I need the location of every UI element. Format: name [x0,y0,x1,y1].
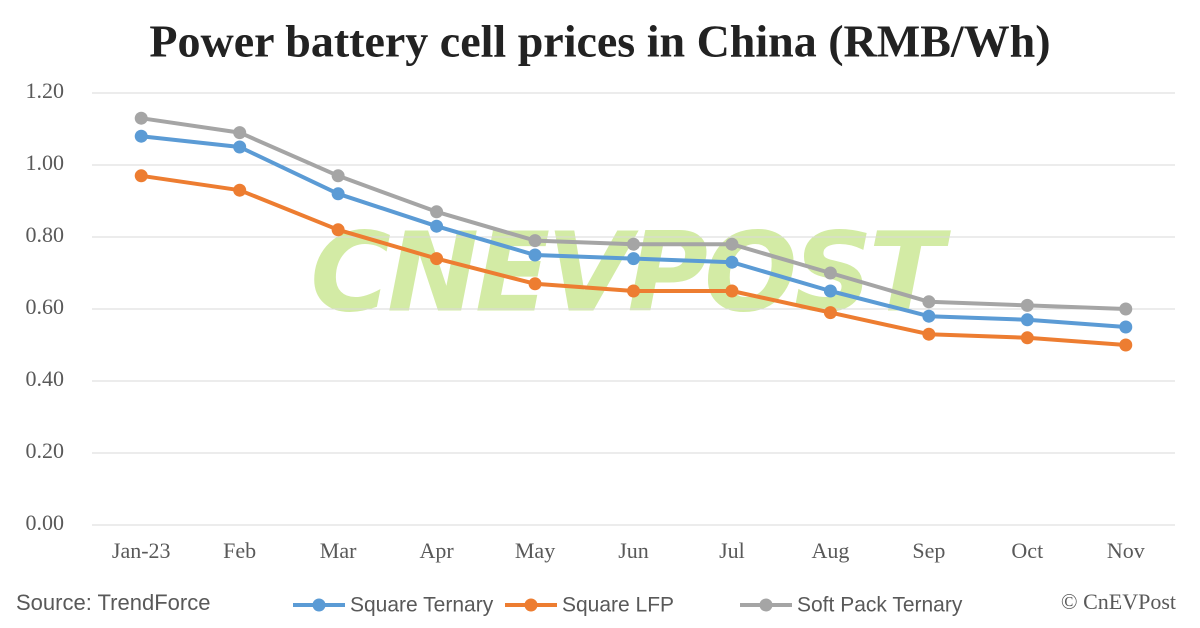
legend-marker [312,598,326,612]
y-tick-label: 0.80 [26,222,65,247]
y-tick-label: 1.20 [26,78,65,103]
x-tick-label: Oct [1011,538,1043,563]
point [331,187,345,201]
point [1020,313,1034,327]
source: Source: TrendForce [16,590,210,615]
x-tick-label: Feb [223,538,256,563]
point [430,205,444,219]
x-tick-label: Nov [1107,538,1145,563]
point [331,223,345,237]
x-tick-label: Mar [320,538,357,563]
point [823,266,837,280]
y-tick-label: 0.00 [26,510,65,535]
x-tick-label: Aug [811,538,849,563]
point [627,237,640,251]
point [823,306,837,320]
x-tick-label: Jun [618,538,649,563]
point [134,111,148,125]
point [1119,320,1133,334]
y-tick-label: 1.00 [26,150,65,175]
point [1020,331,1034,345]
point [233,140,247,154]
point [1119,338,1133,352]
point [1119,302,1133,316]
y-tick-label: 0.40 [26,366,65,391]
point [528,277,542,291]
y-tick-label: 0.20 [26,438,65,463]
point [922,327,936,341]
point [922,295,936,309]
point [430,219,444,233]
point [233,183,247,197]
point [1020,298,1034,312]
chart-title: Power battery cell prices in China (RMB/… [149,16,1050,67]
x-tick-label: Apr [419,538,454,563]
point [725,237,739,251]
point [627,252,640,266]
legend-marker [524,598,538,612]
legend-marker [759,598,773,612]
point [725,255,739,269]
point [331,169,345,183]
point [134,129,148,143]
point [922,309,936,323]
point [430,252,444,266]
x-tick-label: Sep [912,538,945,563]
legend-label: Square LFP [562,594,674,617]
point [528,234,542,248]
legend-label: Square Ternary [350,594,494,617]
x-tick-label: Jul [719,538,745,563]
x-tick-label: Jan-23 [112,538,171,563]
y-tick-label: 0.60 [26,294,65,319]
point [627,284,640,298]
point [233,126,247,140]
credit: © CnEVPost [1061,589,1176,614]
point [725,284,739,298]
legend-label: Soft Pack Ternary [797,594,963,617]
point [823,284,837,298]
point [528,248,542,262]
point [134,169,148,183]
x-tick-label: May [515,538,555,563]
